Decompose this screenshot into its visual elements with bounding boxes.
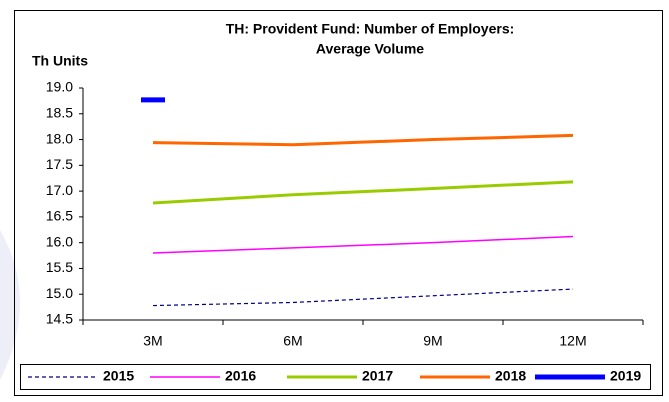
chart-title: TH: Provident Fund: Number of Employers: (226, 21, 515, 37)
chart-frame (14, 10, 663, 396)
y-tick-label: 14.5 (46, 311, 73, 327)
legend-label: 2019 (610, 368, 641, 384)
legend-label: 2018 (495, 368, 526, 384)
y-tick-label: 17.0 (46, 182, 73, 198)
legend-label: 2015 (103, 368, 134, 384)
y-tick-label: 16.5 (46, 208, 73, 224)
x-tick-label: 3M (143, 333, 162, 349)
x-tick-label: 6M (283, 333, 302, 349)
y-tick-label: 18.5 (46, 104, 73, 120)
y-tick-label: 15.0 (46, 285, 73, 301)
x-tick-label: 12M (559, 333, 586, 349)
series-line (152, 180, 574, 205)
legend-frame (20, 364, 651, 390)
y-tick-label: 15.5 (46, 259, 73, 275)
series-line (152, 133, 574, 147)
chart-subtitle: Average Volume (316, 41, 424, 57)
y-tick-label: 18.0 (46, 130, 73, 146)
legend-label: 2017 (362, 368, 393, 384)
x-tick-label: 9M (423, 333, 442, 349)
y-tick-label: 19.0 (46, 79, 73, 95)
legend-label: 2016 (225, 368, 256, 384)
y-tick-label: 16.0 (46, 233, 73, 249)
series-line (152, 235, 574, 254)
y-tick-label: 17.5 (46, 156, 73, 172)
y-axis-label: Th Units (32, 53, 88, 69)
series-line (152, 288, 574, 307)
